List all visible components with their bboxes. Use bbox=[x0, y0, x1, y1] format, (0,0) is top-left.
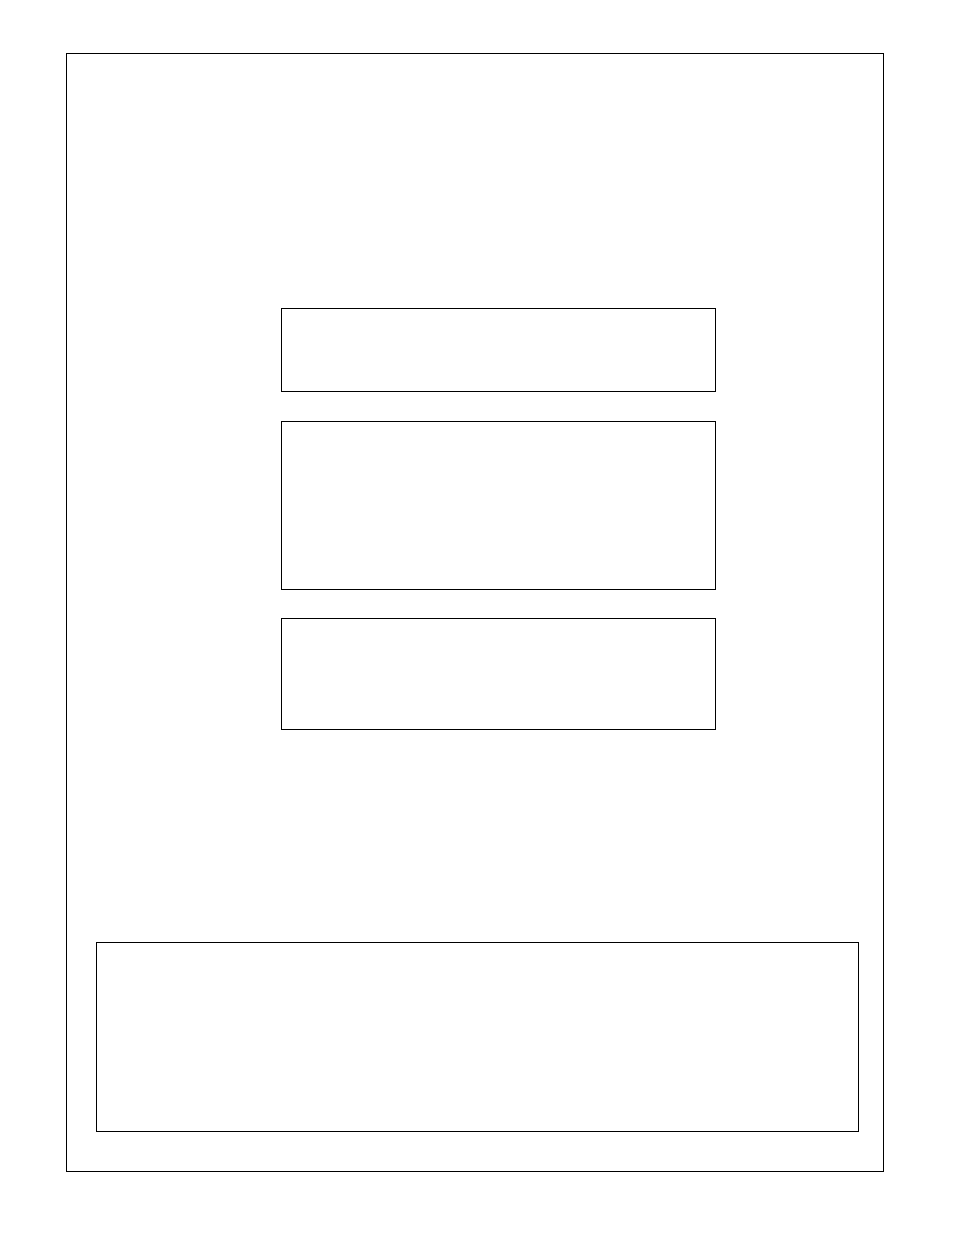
box-1 bbox=[281, 308, 716, 392]
box-2 bbox=[281, 421, 716, 590]
box-4 bbox=[96, 942, 859, 1132]
box-3 bbox=[281, 618, 716, 730]
